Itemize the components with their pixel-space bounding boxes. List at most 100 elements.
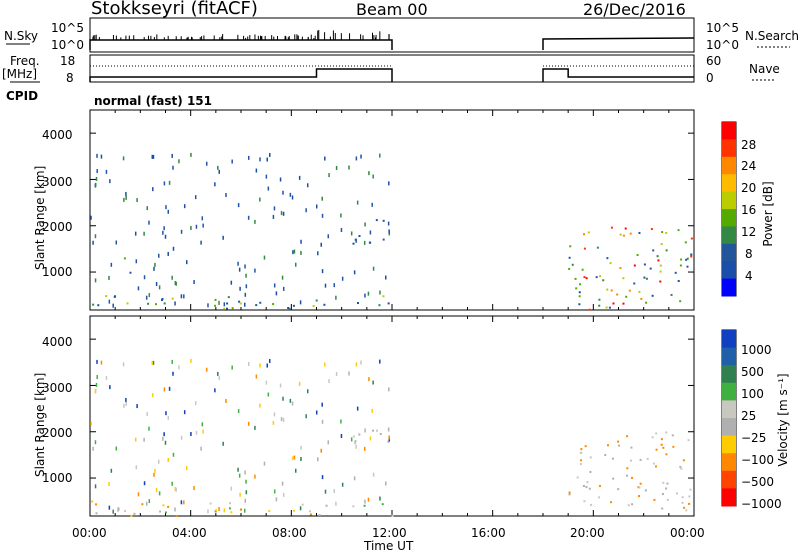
scatter-cell xyxy=(606,257,608,259)
scatter-cell xyxy=(622,303,624,305)
sparse-echo xyxy=(164,181,166,185)
sparse-echo xyxy=(379,497,381,501)
sparse-echo xyxy=(269,359,271,363)
sparse-echo xyxy=(316,410,318,414)
sparse-echo xyxy=(152,187,154,191)
scatter-cell xyxy=(582,269,584,271)
sparse-echo xyxy=(178,159,180,163)
scatter-cell xyxy=(585,445,587,447)
scatter-cell xyxy=(596,276,598,278)
scatter-cell xyxy=(124,257,126,259)
scatter-cell xyxy=(644,263,646,265)
sparse-echo xyxy=(282,397,284,401)
scatter-cell xyxy=(354,442,356,444)
sparse-echo xyxy=(214,388,216,392)
scatter-cell xyxy=(623,235,625,237)
sparse-echo xyxy=(95,278,97,282)
scatter-cell xyxy=(383,220,385,222)
sparse-echo xyxy=(136,404,138,408)
scatter-cell xyxy=(572,264,574,266)
sparse-echo xyxy=(342,277,344,281)
sparse-echo xyxy=(295,469,297,473)
sparse-echo xyxy=(290,399,292,403)
scatter-cell xyxy=(353,436,355,438)
scatter-cell xyxy=(619,267,621,269)
scatter-cell xyxy=(326,505,328,507)
sparse-echo xyxy=(259,198,261,202)
sparse-echo xyxy=(239,493,241,497)
sparse-echo xyxy=(96,154,98,158)
sparse-echo xyxy=(245,499,247,503)
sparse-echo xyxy=(294,250,296,254)
scatter-cell xyxy=(133,513,135,515)
sparse-echo xyxy=(159,491,161,495)
scatter-cell xyxy=(690,255,692,257)
sparse-echo xyxy=(200,241,202,245)
scatter-cell xyxy=(688,495,690,497)
sparse-echo xyxy=(174,301,176,305)
scatter-cell xyxy=(676,492,678,494)
sparse-echo xyxy=(149,293,151,297)
scatter-cell xyxy=(661,243,663,245)
sparse-echo xyxy=(355,445,357,449)
sparse-echo xyxy=(321,403,323,407)
sparse-echo xyxy=(244,264,246,268)
sparse-echo xyxy=(92,241,94,245)
sparse-echo xyxy=(248,156,250,160)
sparse-echo xyxy=(171,276,173,280)
scatter-cell xyxy=(657,255,659,257)
scatter-cell xyxy=(686,266,688,268)
sparse-echo xyxy=(123,156,125,160)
sparse-echo xyxy=(95,183,97,187)
sparse-echo xyxy=(154,263,156,267)
scatter-cell xyxy=(599,485,601,487)
scatter-cell xyxy=(382,503,384,505)
sparse-echo xyxy=(152,155,154,159)
sparse-echo xyxy=(316,204,318,208)
scatter-cell xyxy=(638,291,640,293)
sparse-echo xyxy=(388,428,390,432)
sparse-echo xyxy=(167,458,169,462)
scatter-cell xyxy=(630,233,632,235)
scatter-cell xyxy=(607,444,609,446)
sparse-echo xyxy=(238,409,240,413)
scatter-cell xyxy=(602,279,604,281)
sparse-echo xyxy=(254,220,256,224)
scatter-cell xyxy=(626,435,628,437)
scatter-cell xyxy=(129,272,131,274)
sparse-echo xyxy=(96,169,98,173)
scatter-cell xyxy=(683,459,685,461)
sparse-echo xyxy=(364,428,366,432)
scatter-cell xyxy=(652,295,654,297)
sparse-echo xyxy=(148,427,150,431)
sparse-echo xyxy=(123,198,125,202)
sparse-echo xyxy=(152,393,154,397)
sparse-echo xyxy=(276,291,278,295)
power-colorbar-band xyxy=(722,261,736,279)
sparse-echo xyxy=(266,158,268,162)
sparse-echo xyxy=(202,422,204,426)
sparse-echo xyxy=(163,432,165,436)
sparse-echo xyxy=(96,375,98,379)
sparse-echo xyxy=(379,360,381,364)
sparse-echo xyxy=(259,404,261,408)
scatter-cell xyxy=(590,504,592,506)
sparse-echo xyxy=(264,462,266,466)
sparse-echo xyxy=(125,192,127,196)
sparse-echo xyxy=(95,440,97,444)
scatter-cell xyxy=(610,501,612,503)
sparse-echo xyxy=(379,154,381,158)
sparse-echo xyxy=(273,215,275,219)
scatter-cell xyxy=(659,281,661,283)
freq-trace xyxy=(90,69,392,82)
scatter-cell xyxy=(633,282,635,284)
scatter-cell xyxy=(651,228,653,230)
scatter-cell xyxy=(584,248,586,250)
scatter-cell xyxy=(653,499,655,501)
sparse-echo xyxy=(190,226,192,230)
scatter-cell xyxy=(661,231,663,233)
scatter-cell xyxy=(568,268,570,270)
sparse-echo xyxy=(300,457,302,461)
scatter-cell xyxy=(650,268,652,270)
scatter-cell xyxy=(583,500,585,502)
